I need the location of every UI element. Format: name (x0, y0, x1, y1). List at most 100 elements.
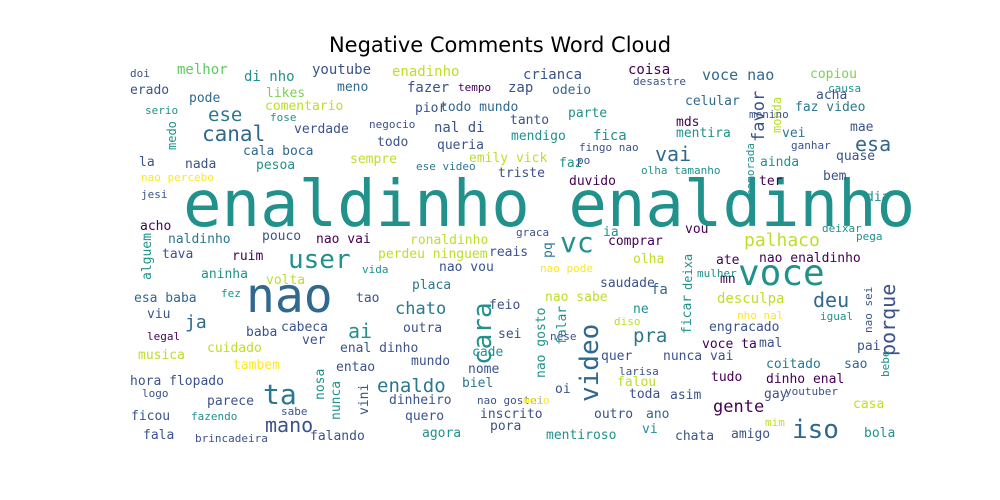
word-dinho-enal: dinho enal (766, 372, 844, 387)
word-canal: canal (202, 122, 265, 146)
word-logo: logo (142, 387, 169, 400)
word-ai: ai (348, 319, 372, 343)
word-outra: outra (403, 321, 442, 336)
word-bebe: bebe (879, 351, 892, 378)
word-engracado: engracado (709, 320, 779, 335)
word-ainda: ainda (760, 155, 799, 170)
word-comprar: comprar (608, 234, 663, 249)
word-hora-flopado: hora flopado (130, 374, 224, 389)
word-parte: parte (568, 106, 607, 121)
word-fez: fez (221, 287, 241, 300)
word-ne: ne (633, 302, 649, 317)
word-pai: pai (857, 339, 880, 354)
word-mendigo: mendigo (511, 129, 566, 144)
word-jesi: jesi (141, 188, 168, 201)
word-odeio: odeio (552, 83, 591, 98)
word-chata: chata (675, 429, 714, 444)
word-po: po (577, 154, 590, 167)
word-mds: mds (676, 115, 699, 130)
word-todo: todo (377, 135, 408, 150)
word-nao-sabe: nao sabe (545, 290, 608, 305)
word-diso: diso (614, 315, 641, 328)
word-nosa: nosa (313, 369, 328, 400)
word-nada: nada (185, 157, 216, 172)
word-nome: nome (468, 362, 499, 377)
word-nunca: nunca (329, 381, 344, 420)
word-mn: mn (720, 272, 736, 287)
word-vou: vou (685, 222, 708, 237)
word-gente: gente (713, 397, 764, 417)
word-ficou: ficou (131, 409, 170, 424)
word-acho: acho (140, 219, 171, 234)
word-nao-pode: nao pode (540, 262, 593, 275)
word-erado: erado (130, 83, 169, 98)
word-tempo: tempo (458, 81, 491, 94)
word-cabeca: cabeca (281, 320, 328, 335)
word-bola: bola (864, 426, 895, 441)
word-voce-nao: voce nao (702, 66, 774, 84)
word-dinheiro: dinheiro (389, 393, 452, 408)
word-tao: tao (356, 291, 379, 306)
word-vc: vc (560, 226, 594, 259)
word-esa: esa (855, 132, 891, 156)
word-fose: fose (270, 111, 297, 124)
word-amigo: amigo (731, 427, 770, 442)
word-desculpa: desculpa (717, 291, 784, 307)
word-olha-tamanho: olha tamanho (641, 164, 720, 177)
word-mundo: mundo (411, 354, 450, 369)
word-sempre: sempre (350, 152, 397, 167)
word-entao: entao (336, 360, 375, 375)
word-acha: acha (816, 88, 847, 103)
word-ganhar: ganhar (791, 139, 831, 152)
word-faz-video: faz video (795, 100, 865, 115)
word-ia: ia (603, 225, 619, 240)
word-youtube: youtube (312, 62, 371, 78)
word-ficar: ficar (680, 295, 695, 334)
word-likes: likes (266, 86, 305, 101)
word-toda: toda (629, 387, 660, 402)
word-sao: sao (844, 357, 867, 372)
word-quero: quero (405, 409, 444, 424)
word-vi: vi (642, 422, 658, 437)
word-triste: triste (498, 166, 545, 181)
word-pesoa: pesoa (256, 158, 295, 173)
word-nal-di: nal di (434, 120, 485, 136)
word-mim: mim (765, 416, 785, 429)
word-falando: falando (310, 429, 365, 444)
word-causa: causa (828, 82, 861, 95)
word-cala-boca: cala boca (243, 144, 313, 159)
word-mulher: mulher (697, 267, 737, 280)
word-tambem: tambem (233, 358, 280, 373)
word-ja: ja (185, 312, 207, 333)
word-nao-percebo: nao percebo (141, 171, 214, 184)
word-mae: mae (850, 120, 874, 135)
word-favor: favor (749, 91, 769, 142)
word-pode: pode (189, 91, 220, 106)
word-falou: falou (617, 375, 656, 390)
word-reais: reais (489, 245, 528, 260)
word-saudade: saudade (600, 276, 655, 291)
word-namorada: namorada (744, 143, 757, 196)
word-sabe: sabe (281, 405, 308, 418)
word-dia: dia (866, 190, 889, 205)
word-mal: mal (759, 336, 782, 351)
word-pouco: pouco (262, 229, 301, 244)
word-casa: casa (853, 397, 884, 412)
word-aninha: aninha (201, 267, 248, 282)
word-ver: ver (302, 333, 326, 348)
word-vida: vida (362, 263, 389, 276)
word-ta: ta (263, 378, 297, 411)
word-coisa: coisa (628, 62, 670, 78)
word-deixar: deixar (822, 222, 862, 235)
word-vai: vai (655, 142, 691, 166)
word-inscrito: inscrito (480, 407, 543, 422)
word-queria: queria (437, 138, 484, 153)
word-deu: deu (813, 288, 849, 312)
word-voce-ta: voce ta (702, 337, 757, 352)
word-user: user (288, 245, 351, 275)
word-pora: pora (490, 419, 521, 434)
word-vini: vini (357, 384, 372, 415)
word-menino: menino (749, 108, 789, 121)
word-fica: fica (593, 128, 627, 144)
